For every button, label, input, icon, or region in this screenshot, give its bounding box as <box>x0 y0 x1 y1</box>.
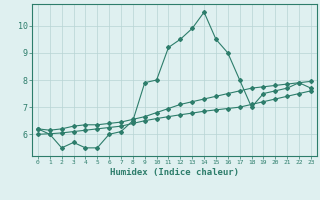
X-axis label: Humidex (Indice chaleur): Humidex (Indice chaleur) <box>110 168 239 177</box>
